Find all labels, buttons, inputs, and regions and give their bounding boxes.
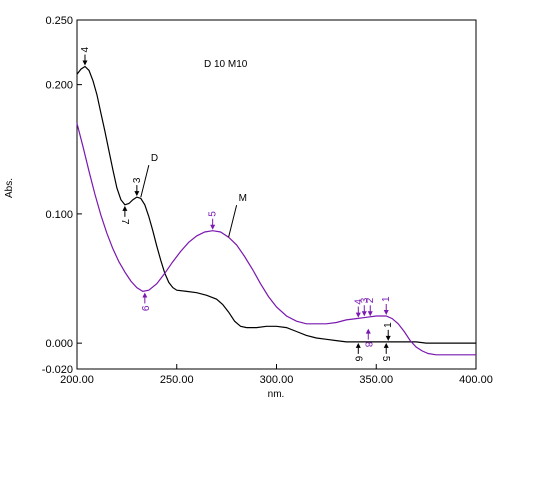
- peak-marker-arrow: [355, 342, 361, 348]
- curve-label-M: M: [239, 193, 247, 204]
- peak-marker-arrow: [210, 224, 216, 230]
- curve-label-leader: [228, 205, 238, 238]
- peak-marker-label: 6: [352, 356, 363, 362]
- peak-marker-arrow: [82, 60, 88, 66]
- peak-marker: 2: [365, 297, 376, 317]
- peak-marker-arrow: [361, 311, 367, 317]
- y-tick-label: -0.020: [42, 364, 73, 376]
- peak-marker: 8: [362, 328, 373, 348]
- curve-label-leader: [140, 164, 150, 198]
- curve-label-D: D: [151, 153, 158, 164]
- peak-marker: 6: [352, 342, 363, 362]
- series-D-line: [76, 65, 476, 344]
- peak-marker: 1: [383, 322, 394, 341]
- peak-marker: 5: [380, 342, 391, 362]
- peak-marker-label: 4: [353, 299, 364, 305]
- peak-marker-label: 1: [383, 322, 394, 328]
- peak-marker-label: 1: [381, 296, 392, 302]
- peak-marker-arrow: [134, 191, 140, 197]
- peak-marker: 3: [359, 297, 370, 317]
- x-tick-label: 350.00: [359, 374, 393, 386]
- peak-marker-arrow: [385, 335, 391, 341]
- peak-marker-label: 9: [139, 305, 150, 311]
- series-layer: DM: [76, 65, 476, 356]
- y-tick-label: 0.200: [45, 80, 73, 92]
- peak-marker-arrow: [122, 205, 128, 211]
- x-axis: 200.00 250.00 300.00 350.00 400.00: [60, 364, 493, 386]
- peak-marker-label: 5: [380, 356, 391, 362]
- chart-annotation: D 10 M10: [204, 59, 248, 70]
- peak-marker: 5: [208, 211, 219, 230]
- peak-marker-arrow: [365, 328, 371, 334]
- peak-marker: 9: [139, 292, 150, 311]
- peak-marker-label: 7: [119, 219, 130, 225]
- x-tick-label: 300.00: [260, 374, 294, 386]
- x-tick-label: 400.00: [459, 374, 493, 386]
- peak-marker-arrow: [355, 312, 361, 318]
- peak-marker-label: 3: [132, 177, 143, 183]
- y-tick-label: 0.000: [45, 338, 73, 350]
- peak-marker-label: 8: [362, 342, 373, 348]
- peak-marker-label: 3: [359, 297, 370, 303]
- peak-marker: 4: [80, 47, 91, 66]
- peak-marker: 7: [119, 205, 130, 225]
- x-tick-label: 200.00: [60, 374, 94, 386]
- peak-marker-label: 4: [80, 47, 91, 53]
- y-tick-label: 0.250: [45, 15, 73, 27]
- y-axis-label: Abs.: [4, 178, 15, 198]
- peak-marker-arrow: [383, 342, 389, 348]
- peak-marker: 4: [353, 299, 364, 318]
- series-M-line: [76, 123, 476, 356]
- peak-marker-arrow: [367, 311, 373, 317]
- peak-marker-label: 2: [365, 297, 376, 303]
- peak-marker-label: 5: [208, 211, 219, 217]
- y-axis: 0.250 0.200 0.100 0.000 -0.020: [42, 15, 82, 376]
- peak-marker-arrow: [383, 310, 389, 316]
- y-tick-label: 0.100: [45, 209, 73, 221]
- peak-marker-arrow: [142, 292, 148, 298]
- x-tick-label: 250.00: [160, 374, 194, 386]
- peak-marker: 1: [381, 296, 392, 316]
- peak-marker: 3: [132, 177, 143, 197]
- x-axis-label: nm.: [268, 389, 285, 400]
